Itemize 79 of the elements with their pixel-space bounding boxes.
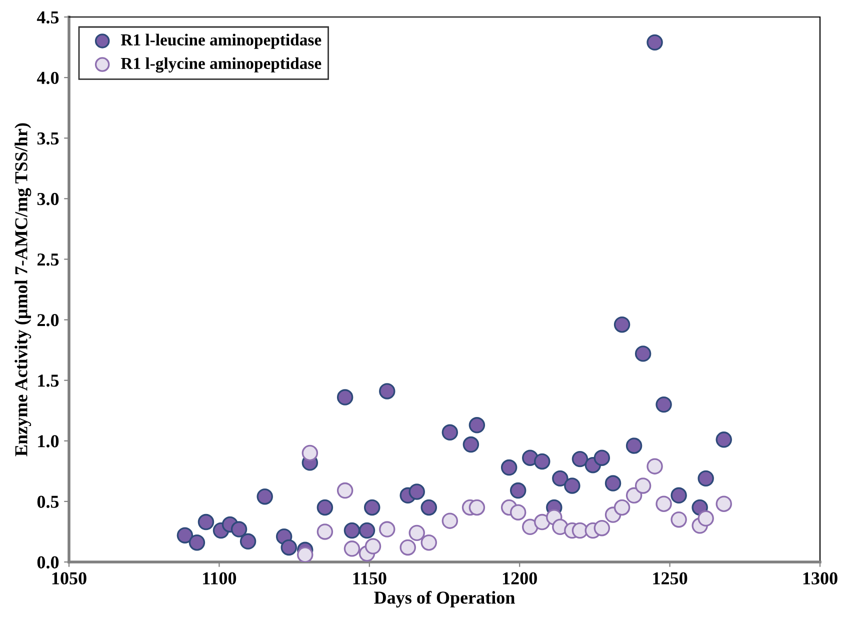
point xyxy=(442,424,458,441)
point xyxy=(379,383,396,400)
point xyxy=(302,444,318,462)
y-tick-label: 3.5 xyxy=(37,132,59,145)
point xyxy=(510,482,526,499)
point xyxy=(408,484,425,500)
point xyxy=(572,450,588,468)
x-tick-label: 1050 xyxy=(52,572,86,584)
point xyxy=(379,521,396,538)
point xyxy=(534,514,550,530)
point xyxy=(634,478,652,494)
point xyxy=(364,499,380,516)
point xyxy=(614,316,630,333)
point xyxy=(364,538,382,554)
y-tick-label: 2.0 xyxy=(37,314,59,326)
legend-label: R1 l-glycine aminopeptidase xyxy=(120,57,322,73)
point xyxy=(442,512,458,529)
y-tick-label: 3.0 xyxy=(37,192,59,206)
point xyxy=(400,539,416,556)
point xyxy=(468,417,486,434)
point xyxy=(656,396,672,413)
x-tick-label: 1200 xyxy=(502,572,537,584)
point xyxy=(188,534,206,551)
point xyxy=(604,475,622,492)
point xyxy=(344,522,360,539)
point xyxy=(646,458,663,474)
point xyxy=(336,482,354,499)
point xyxy=(316,499,334,516)
point xyxy=(420,499,437,516)
x-tick-label: 1300 xyxy=(803,572,838,584)
point xyxy=(198,514,214,530)
y-tick-label: 4.0 xyxy=(36,72,59,84)
point xyxy=(716,432,732,448)
point xyxy=(510,504,526,520)
y-tick-label: 1.5 xyxy=(38,374,59,387)
legend-label: R1 l-leucine aminopeptidase xyxy=(120,34,322,49)
x-axis-title: Days of Operation xyxy=(374,590,515,608)
point xyxy=(572,522,588,539)
point xyxy=(594,450,610,466)
x-tick-label: 1150 xyxy=(353,572,386,584)
point xyxy=(230,521,248,538)
point xyxy=(614,499,630,516)
point xyxy=(594,520,610,536)
point xyxy=(670,511,687,528)
point xyxy=(296,546,314,562)
point xyxy=(280,539,298,556)
y-tick-label: 0.0 xyxy=(37,556,59,569)
point xyxy=(336,389,354,406)
y-tick-label: 2.5 xyxy=(37,254,59,266)
point xyxy=(344,540,360,557)
y-axis-title: Enzyme Activity (µmol 7-AMC/mg TSS/hr) xyxy=(14,123,32,456)
point xyxy=(656,496,672,512)
point xyxy=(256,488,273,505)
point xyxy=(500,459,518,476)
point xyxy=(646,34,663,51)
point xyxy=(698,510,714,527)
point xyxy=(316,524,334,540)
point xyxy=(626,438,642,454)
point xyxy=(358,522,376,539)
point xyxy=(634,346,652,362)
point xyxy=(468,499,486,516)
point xyxy=(534,453,550,470)
point xyxy=(462,436,480,453)
y-tick-label: 4.5 xyxy=(36,11,59,24)
y-tick-label: 0.5 xyxy=(37,496,59,508)
point xyxy=(552,470,568,487)
point xyxy=(626,487,642,504)
point xyxy=(420,534,437,551)
y-tick-label: 1.0 xyxy=(38,435,59,448)
point xyxy=(564,478,580,494)
point xyxy=(670,487,687,504)
x-tick-label: 1100 xyxy=(203,572,236,584)
x-tick-label: 1250 xyxy=(653,572,688,584)
point xyxy=(176,527,194,544)
point xyxy=(240,533,256,550)
point xyxy=(522,518,538,535)
point xyxy=(716,496,732,512)
point xyxy=(408,524,425,542)
point xyxy=(698,470,714,487)
